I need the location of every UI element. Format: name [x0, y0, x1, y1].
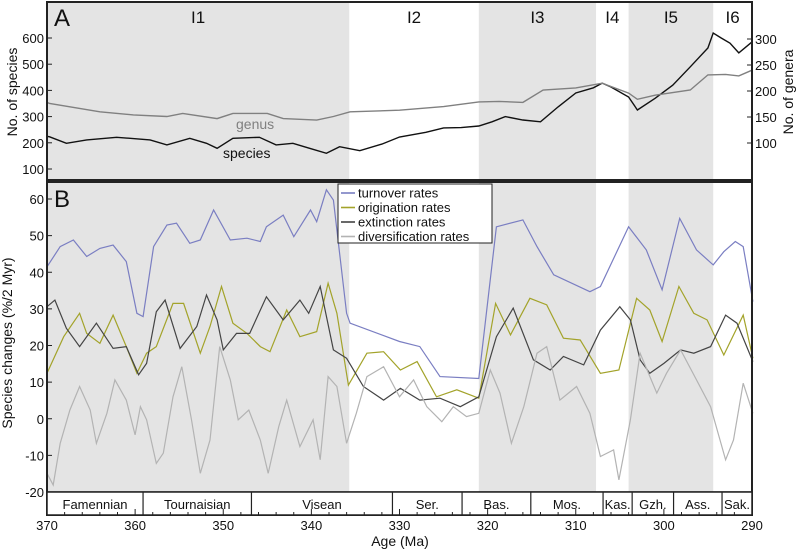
- interval-label-i2: I2: [407, 8, 421, 27]
- interval-label-i3: I3: [530, 8, 544, 27]
- series-line-extinction-rates: [46, 284, 754, 408]
- x-tick-label: 310: [565, 518, 587, 533]
- y-tick-label: 40: [30, 265, 44, 280]
- y-axis-label-changes: Species changes (%/2 Myr): [0, 257, 15, 428]
- series-line-diversification-rates: [46, 345, 754, 487]
- y-right-tick-label: 250: [755, 58, 777, 73]
- stage-label-ass: Ass.: [685, 497, 710, 512]
- y-left-tick-label: 300: [22, 110, 44, 125]
- x-tick-label: 350: [212, 518, 234, 533]
- x-tick-label: 340: [301, 518, 323, 533]
- interval-shade-i5: [628, 2, 714, 492]
- y-axis-label-species: No. of species: [4, 48, 20, 137]
- x-tick-label: 370: [36, 518, 58, 533]
- x-tick-label: 330: [389, 518, 411, 533]
- series-line-genus: [46, 69, 753, 121]
- x-tick-label: 320: [477, 518, 499, 533]
- y-axis-label-genera: No. of genera: [780, 49, 796, 134]
- interval-shade-i1: [47, 2, 350, 492]
- y-left-tick-label: 600: [22, 31, 44, 46]
- y-tick-label: 10: [30, 375, 44, 390]
- stage-label-kas: Kas.: [605, 497, 631, 512]
- stage-label-ser: Ser.: [416, 497, 439, 512]
- series-line-origination-rates: [46, 280, 754, 400]
- panel-b-label: B: [54, 186, 70, 213]
- axes: Famennian Tournaisian Visean Ser. Bas. Mos. Ka…: [22, 31, 776, 533]
- panel-b-series: [46, 188, 754, 487]
- legend-label-origination-rates: origination rates: [358, 200, 451, 215]
- legend-label-turnover-rates: turnover rates: [358, 186, 439, 201]
- x-tick-label: 360: [124, 518, 146, 533]
- y-left-tick-label: 500: [22, 57, 44, 72]
- stage-label-visean: Visean: [302, 497, 342, 512]
- y-tick-label: 30: [30, 302, 44, 317]
- y-right-tick-label: 150: [755, 110, 777, 125]
- panel-a-label: A: [54, 5, 70, 32]
- labels: A B No. of species No. of genera Species…: [0, 5, 796, 549]
- legend-box: [337, 183, 493, 244]
- y-right-tick-label: 100: [755, 136, 777, 151]
- stage-label-mos: Mos.: [553, 497, 581, 512]
- y-tick-label: 50: [30, 229, 44, 244]
- series-line-turnover-rates: [46, 188, 754, 380]
- y-left-tick-label: 200: [22, 136, 44, 151]
- stage-label-bas: Bas.: [483, 497, 509, 512]
- y-right-tick-label: 300: [755, 32, 777, 47]
- y-left-tick-label: 100: [22, 162, 44, 177]
- series-line-species: [46, 31, 753, 155]
- legend-label-extinction-rates: extinction rates: [358, 215, 446, 230]
- stage-label-sak: Sak.: [724, 497, 750, 512]
- x-axis-label: Age (Ma): [371, 533, 429, 549]
- y-tick-label: 20: [30, 339, 44, 354]
- interval-label-i6: I6: [726, 8, 740, 27]
- interval-label-i1: I1: [191, 8, 205, 27]
- interval-label-i4: I4: [605, 8, 619, 27]
- y-tick-label: 0: [37, 412, 44, 427]
- series-label-genus: genus: [236, 116, 274, 132]
- stage-label-tournaisian: Tournaisian: [164, 497, 231, 512]
- series-label-species: species: [223, 145, 270, 161]
- y-left-tick-label: 400: [22, 83, 44, 98]
- y-tick-label: -10: [25, 448, 44, 463]
- interval-label-i5: I5: [664, 8, 678, 27]
- panel-a-series: [46, 31, 753, 155]
- interval-shading: [47, 2, 714, 492]
- x-tick-label: 290: [741, 518, 763, 533]
- stage-label-famennian: Famennian: [63, 497, 128, 512]
- y-right-tick-label: 200: [755, 84, 777, 99]
- stage-label-gzh: Gzh.: [639, 497, 666, 512]
- legend-label-diversification-rates: diversification rates: [358, 229, 470, 244]
- x-tick-label: 300: [653, 518, 675, 533]
- y-tick-label: 60: [30, 192, 44, 207]
- y-tick-label: -20: [25, 485, 44, 500]
